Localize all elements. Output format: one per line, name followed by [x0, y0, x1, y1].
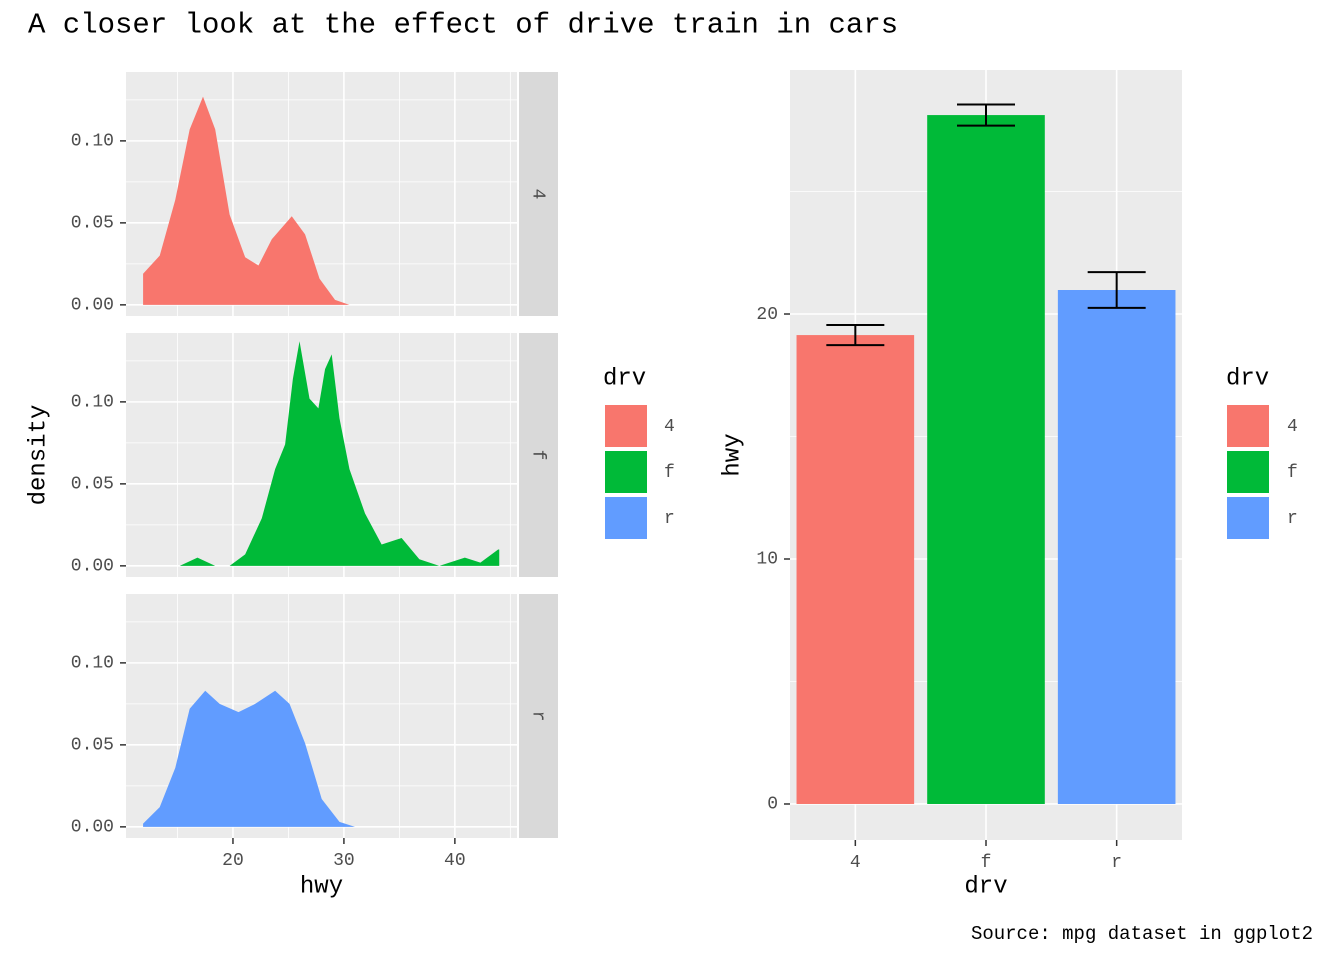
legend-label: f — [1287, 463, 1298, 483]
x-tick-label: 20 — [222, 851, 244, 871]
y-tick-label: 0.05 — [71, 475, 114, 495]
error-bar — [1087, 271, 1146, 309]
error-bar — [957, 103, 1015, 127]
y-axis-title: hwy — [719, 433, 746, 476]
x-tick-label: 4 — [850, 853, 861, 873]
legend-label: 4 — [664, 417, 675, 437]
legend-label: r — [664, 509, 675, 529]
legend-key — [1225, 449, 1271, 495]
strip-label: f — [527, 450, 547, 461]
y-tick-label: 0.00 — [71, 557, 114, 577]
x-tick-label: 30 — [333, 851, 355, 871]
legend-title: drv — [1226, 365, 1269, 392]
density-area — [143, 96, 350, 305]
figure-title: A closer look at the effect of drive tra… — [28, 9, 898, 42]
density-area — [143, 690, 356, 827]
density-area — [179, 341, 500, 566]
bar — [927, 115, 1045, 804]
bar — [796, 335, 915, 804]
caption: Source: mpg dataset in ggplot2 — [971, 923, 1313, 945]
bar — [1057, 290, 1176, 804]
x-tick-label: r — [1111, 853, 1122, 873]
y-tick-label: 0.05 — [71, 736, 114, 756]
y-tick-label: 0.10 — [71, 654, 114, 674]
legend-title: drv — [603, 365, 646, 392]
y-tick-label: 0.00 — [71, 296, 114, 316]
strip-label: 4 — [527, 189, 547, 200]
y-tick-label: 0.05 — [71, 214, 114, 234]
strip-background — [519, 333, 558, 577]
y-axis-title: density — [25, 405, 52, 506]
x-axis-title: drv — [964, 873, 1007, 900]
legend-key — [603, 495, 649, 541]
y-tick-label: 0 — [767, 795, 778, 815]
y-tick-label: 20 — [756, 305, 778, 325]
legend-key — [603, 449, 649, 495]
strip-background — [519, 72, 558, 316]
error-bar — [826, 324, 885, 347]
y-tick-label: 10 — [756, 550, 778, 570]
y-tick-label: 0.10 — [71, 393, 114, 413]
legend-key — [603, 403, 649, 449]
strip-label: r — [527, 711, 547, 722]
legend-label: 4 — [1287, 417, 1298, 437]
legend-key — [1225, 495, 1271, 541]
x-tick-label: 40 — [444, 851, 466, 871]
x-tick-label: f — [981, 853, 992, 873]
y-tick-label: 0.00 — [71, 818, 114, 838]
legend-label: r — [1287, 509, 1298, 529]
legend-label: f — [664, 463, 675, 483]
strip-background — [519, 594, 558, 838]
x-axis-title: hwy — [300, 873, 343, 900]
y-tick-label: 0.10 — [71, 132, 114, 152]
legend-key — [1225, 403, 1271, 449]
